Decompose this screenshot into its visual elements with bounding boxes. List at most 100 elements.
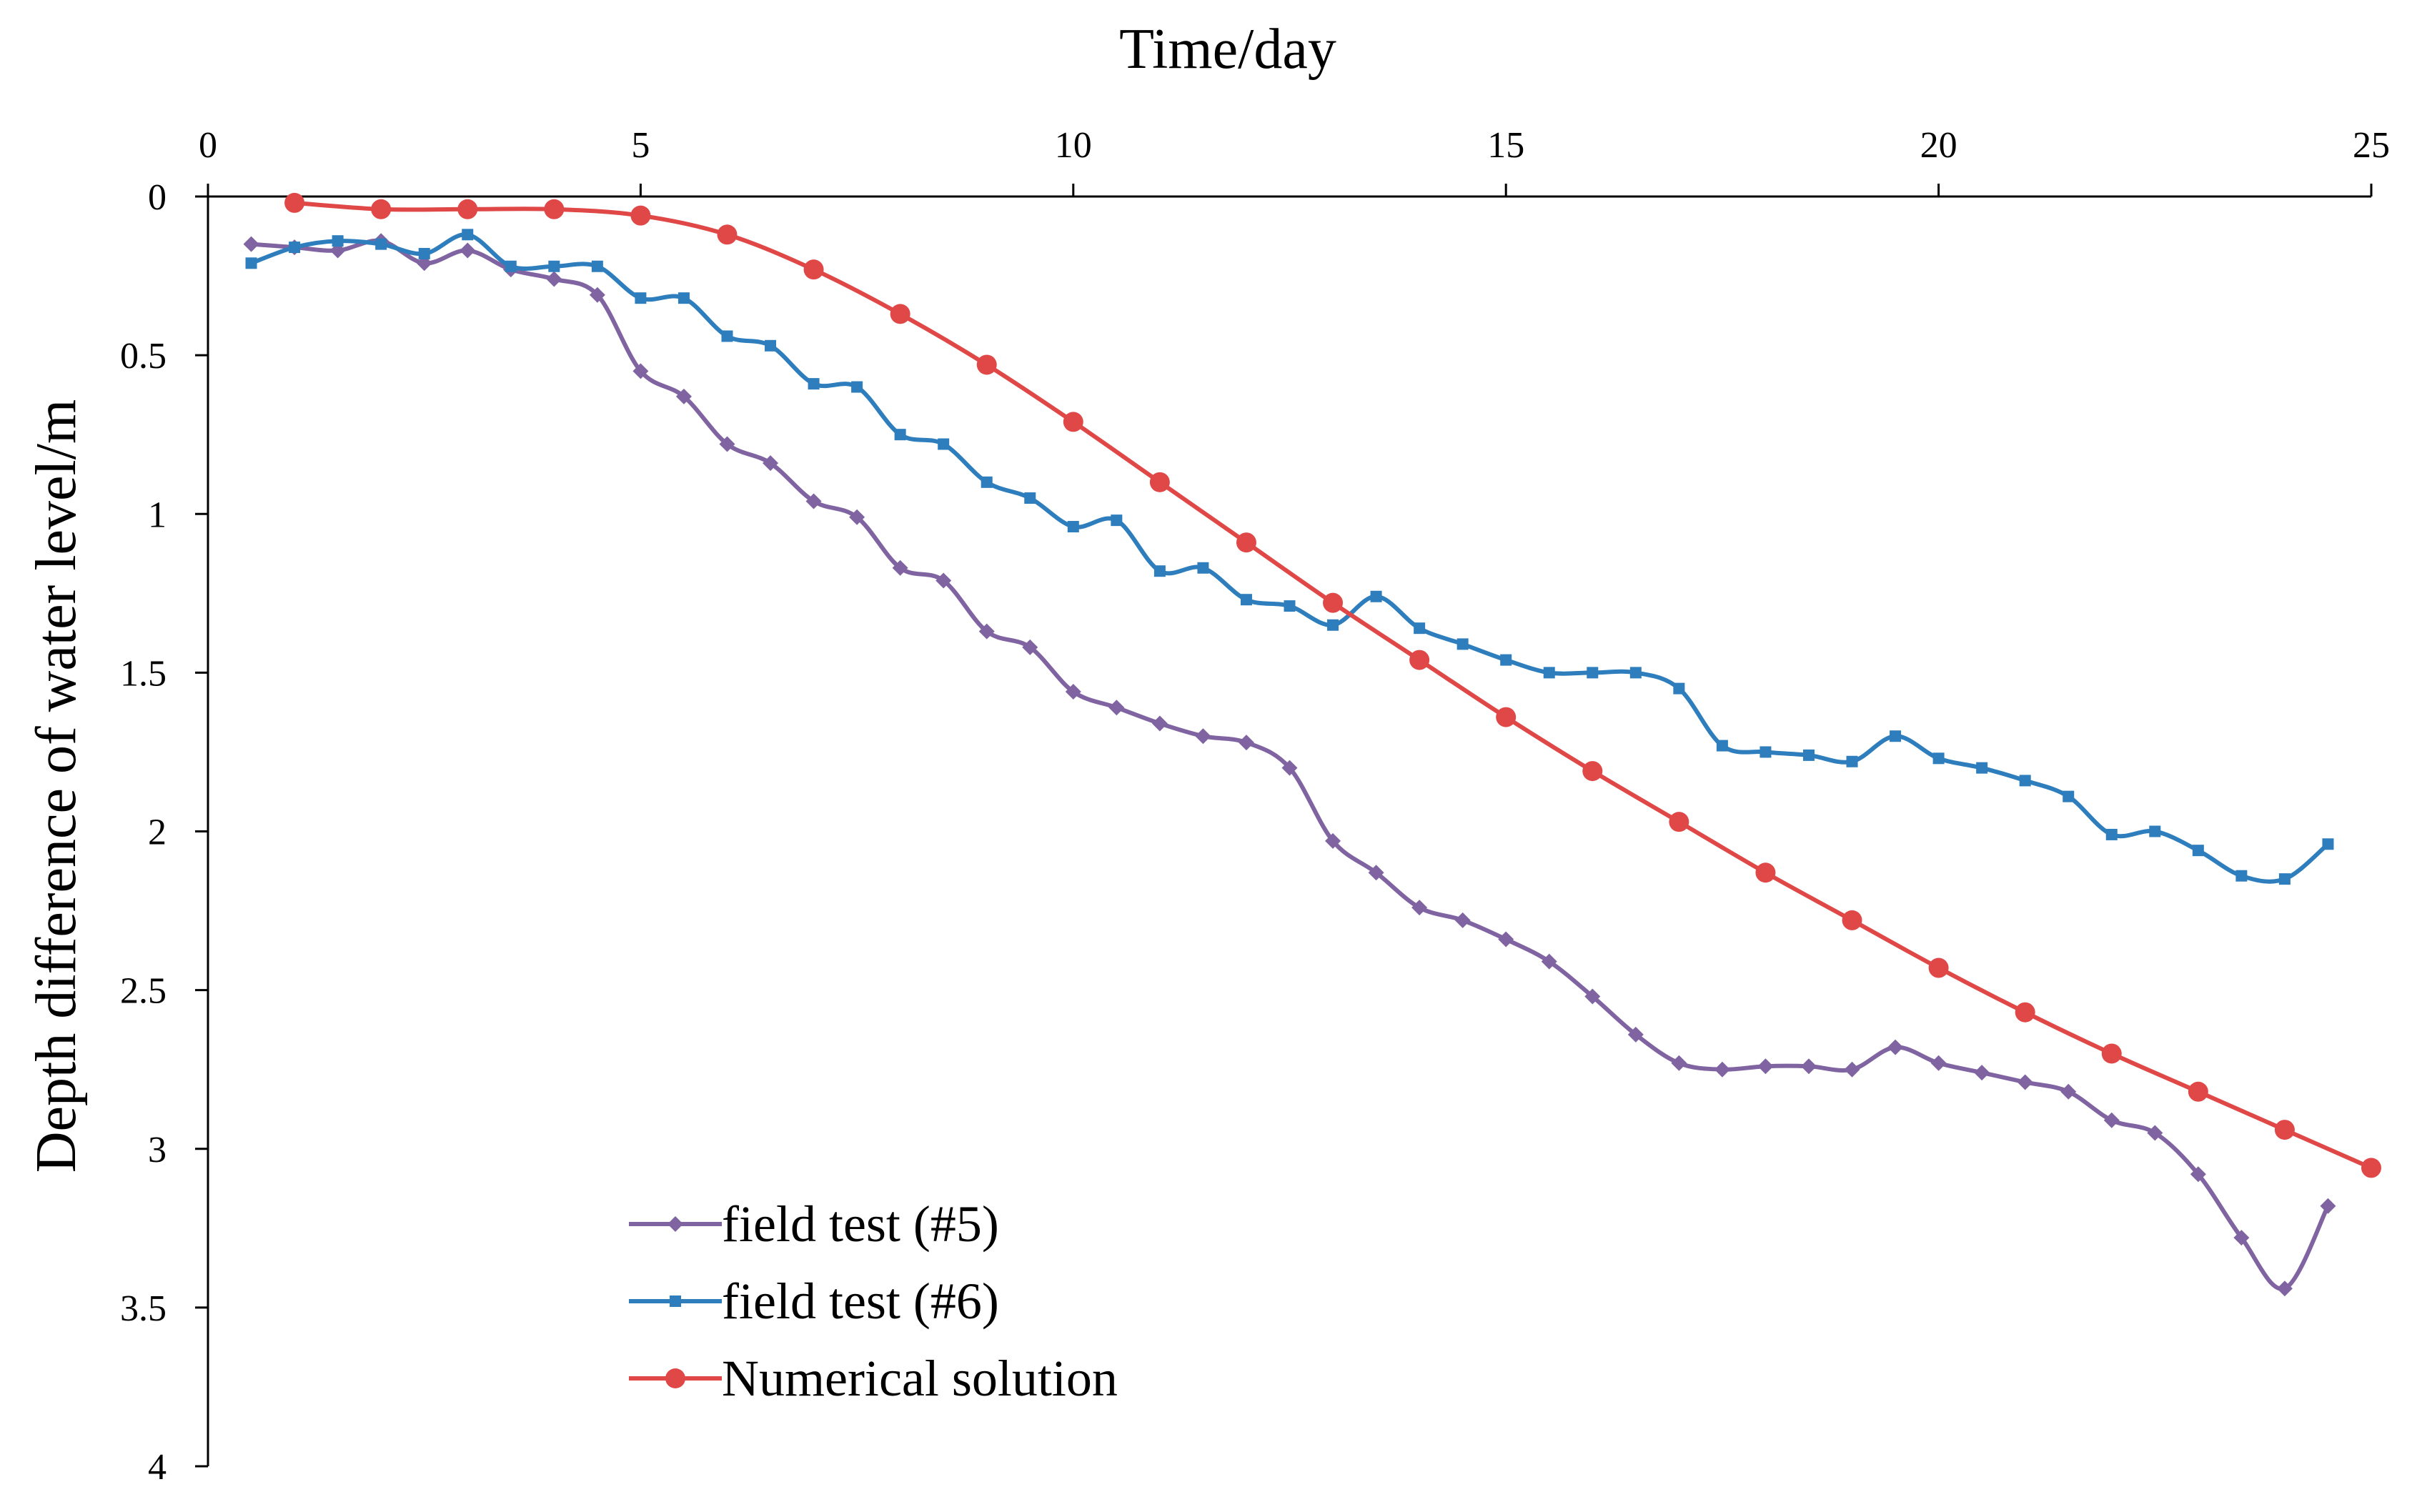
data-point (1802, 749, 1815, 761)
data-point (717, 224, 738, 245)
data-point (1327, 619, 1339, 631)
y-tick-label: 2.5 (120, 971, 167, 1012)
data-point (1932, 752, 1945, 765)
y-tick-label: 1 (148, 494, 167, 535)
data-point (1760, 746, 1772, 758)
data-point (1024, 492, 1036, 504)
legend-item: field test (#6) (629, 1273, 999, 1330)
data-point (2320, 1198, 2336, 1214)
y-tick-label: 0.5 (120, 336, 167, 377)
data-point (1111, 514, 1123, 527)
legend: field test (#5) field test (#6) Numerical … (629, 1195, 1118, 1407)
data-point (591, 260, 603, 272)
data-point (808, 378, 820, 390)
data-point (2063, 790, 2075, 802)
data-point (978, 623, 995, 640)
series-numerical-solution (284, 192, 2381, 1178)
data-point (630, 205, 651, 226)
legend-marker (667, 1216, 683, 1232)
data-point (894, 429, 906, 441)
data-point (1063, 412, 1083, 432)
data-point (1284, 600, 1296, 612)
legend-item: Numerical solution (629, 1350, 1118, 1407)
data-point (1281, 760, 1298, 776)
data-point (1716, 740, 1728, 752)
data-point (1323, 592, 1344, 613)
data-point (1890, 730, 1902, 742)
data-point (1238, 735, 1254, 751)
data-point (1325, 832, 1341, 849)
y-tick-label: 3 (148, 1130, 167, 1170)
series-field-test-5 (243, 233, 2336, 1297)
data-point (2278, 873, 2291, 885)
data-point (505, 260, 517, 272)
data-point (2060, 1083, 2077, 1100)
x-tick-label: 20 (1920, 125, 1957, 166)
data-point (1368, 865, 1384, 881)
data-point (2190, 1166, 2206, 1183)
y-tick-label: 0 (148, 177, 167, 218)
data-point (849, 509, 865, 525)
data-point (1149, 472, 1170, 492)
data-point (1844, 1061, 1860, 1078)
data-point (544, 199, 565, 219)
data-point (2233, 1230, 2250, 1246)
data-point (2149, 825, 2161, 837)
axes: 0 5 10 15 20 25 0 0.5 1 1.5 2 2.5 3 3.5 4 (120, 125, 2390, 1488)
data-point (1629, 667, 1642, 679)
data-point (1587, 667, 1599, 679)
x-tick-label: 15 (1487, 125, 1524, 166)
data-point (678, 292, 690, 304)
data-point (2361, 1158, 2381, 1178)
y-tick-label: 4 (148, 1447, 167, 1488)
data-point (1370, 590, 1382, 602)
data-point (2274, 1120, 2295, 1140)
data-point (1153, 565, 1166, 577)
data-point (548, 260, 560, 272)
x-tick-label: 0 (199, 125, 217, 166)
data-point (460, 242, 476, 259)
data-point (890, 304, 910, 324)
data-point (805, 493, 822, 509)
data-point (2322, 838, 2334, 850)
data-point (1500, 654, 1512, 666)
data-point (1454, 912, 1471, 928)
data-point (2105, 828, 2118, 840)
data-point (1669, 812, 1689, 832)
data-point (243, 236, 259, 252)
x-tick-label: 10 (1055, 125, 1092, 166)
data-point (719, 436, 735, 452)
data-point (632, 363, 649, 379)
data-point (976, 354, 997, 375)
data-point (938, 438, 950, 450)
data-point (245, 257, 257, 269)
legend-label: field test (#5) (722, 1195, 999, 1253)
data-point (2015, 1002, 2035, 1023)
y-tick-label: 3.5 (120, 1288, 167, 1329)
legend-item: field test (#5) (629, 1195, 999, 1253)
legend-label: Numerical solution (722, 1350, 1118, 1407)
data-point (2235, 870, 2248, 882)
data-point (1976, 762, 1988, 774)
data-point (675, 388, 692, 404)
data-point (332, 235, 344, 247)
data-point (1456, 638, 1469, 650)
data-point (2101, 1043, 2122, 1064)
data-point (1582, 761, 1603, 782)
data-point (803, 259, 824, 280)
data-point (589, 287, 605, 303)
data-point (546, 271, 562, 287)
data-point (1627, 1026, 1644, 1043)
data-point (765, 339, 777, 352)
data-point (1584, 988, 1601, 1005)
data-point (1928, 958, 1949, 978)
y-axis-title: Depth difference of water level/m (25, 399, 88, 1173)
data-point (892, 559, 908, 576)
data-point (1673, 682, 1685, 695)
data-point (1409, 650, 1430, 670)
data-point (2017, 1074, 2033, 1090)
data-point (371, 199, 392, 219)
data-point (1755, 862, 1776, 883)
series-layer (243, 192, 2381, 1297)
